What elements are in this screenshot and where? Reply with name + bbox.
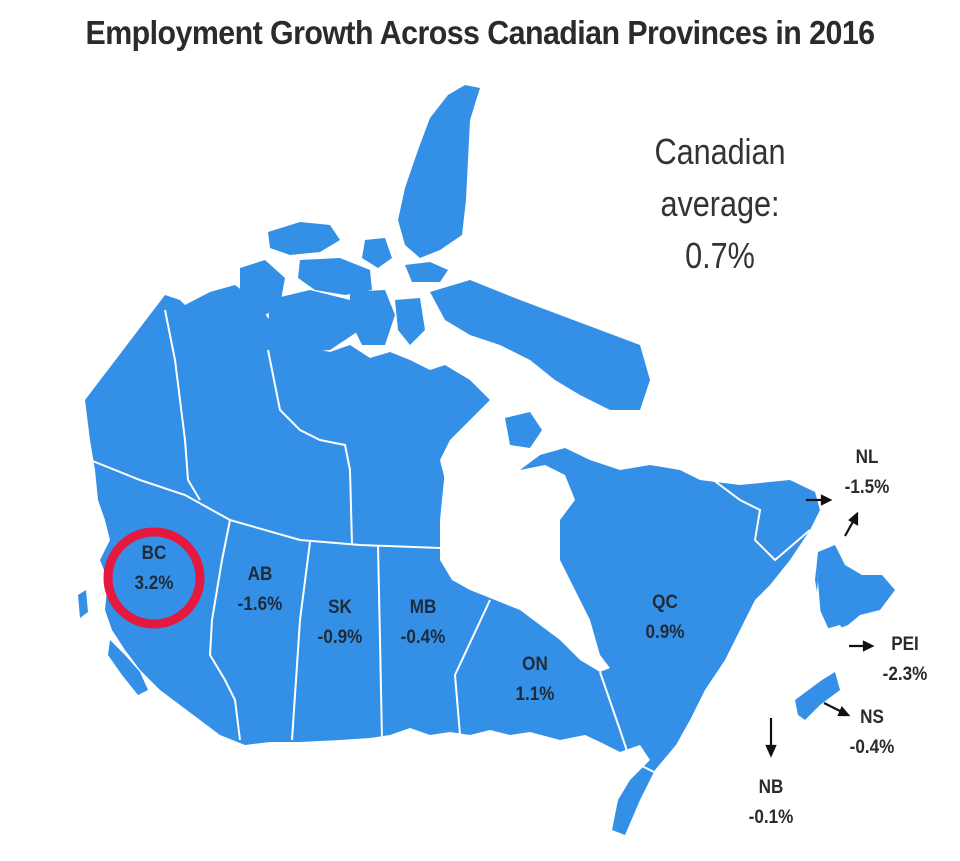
border-yukon-nwt: [164, 309, 201, 501]
arctic-islands-west: [268, 222, 340, 255]
arctic-island-small2: [405, 262, 448, 282]
vancouver-island: [108, 640, 148, 695]
average-value: 0.7%: [685, 235, 755, 276]
average-label-line1: Canadian: [654, 131, 786, 172]
province-label-pei: PEI -2.3%: [874, 630, 937, 690]
bc-highlight-ring: [103, 527, 205, 629]
province-label-mb: MB -0.4%: [392, 593, 455, 653]
province-label-nb: NB -0.1%: [740, 773, 803, 833]
nl-arrow-right-icon: [806, 494, 833, 506]
province-value: 3.2%: [134, 573, 174, 594]
province-value: -1.5%: [844, 477, 890, 498]
border-60th-parallel: [229, 519, 441, 549]
province-value: -1.6%: [237, 594, 283, 615]
province-code: BC: [141, 543, 167, 564]
southampton-island: [505, 412, 542, 448]
border-nwt-nunavut: [267, 349, 353, 546]
province-label-bc: BC 3.2%: [127, 539, 181, 599]
province-value: -0.4%: [400, 627, 446, 648]
province-label-qc: QC 0.9%: [634, 588, 697, 648]
border-yukon-bc: [89, 459, 231, 521]
average-label-line2: average:: [660, 183, 780, 224]
province-code: NB: [758, 777, 784, 798]
ns-arrow-icon: [823, 702, 851, 717]
province-value: 1.1%: [515, 684, 555, 705]
baffin-island: [430, 280, 650, 410]
province-code: SK: [328, 597, 352, 618]
chart-title: Employment Growth Across Canadian Provin…: [85, 14, 875, 51]
province-code: QC: [652, 592, 678, 613]
province-label-nl: NL -1.5%: [836, 443, 899, 503]
province-code: NS: [860, 707, 884, 728]
arctic-island-small1: [362, 238, 392, 268]
province-label-ab: AB -1.6%: [229, 560, 292, 620]
province-value: 0.9%: [645, 622, 685, 643]
nova-scotia: [795, 672, 840, 720]
province-value: -0.1%: [748, 807, 794, 828]
province-value: -2.3%: [882, 664, 928, 685]
province-label-ns: NS -0.4%: [841, 703, 904, 763]
border-qc-labrador: [699, 469, 811, 562]
province-code: MB: [409, 597, 437, 618]
nb-arrow-icon: [765, 718, 777, 758]
province-label-on: ON 1.1%: [504, 650, 567, 710]
nl-arrow-up-icon: [844, 511, 859, 537]
province-code: NL: [855, 447, 879, 468]
border-on-qc: [599, 671, 691, 777]
hudson-bay: [440, 465, 610, 672]
somerset-island: [395, 298, 425, 345]
arctic-islands-east: [350, 290, 395, 345]
province-value: -0.9%: [317, 627, 363, 648]
border-ab-sk: [291, 541, 311, 741]
newfoundland: [815, 545, 895, 632]
pei-arrow-icon: [849, 640, 875, 652]
province-code: AB: [247, 564, 273, 585]
province-value: -0.4%: [849, 737, 895, 758]
canadian-average-annotation: Canadian average: 0.7%: [635, 126, 805, 282]
gulf-st-lawrence: [690, 545, 850, 780]
province-label-sk: SK -0.9%: [309, 593, 372, 653]
ellesmere-island: [398, 85, 480, 258]
haida-gwaii: [78, 590, 88, 618]
border-mb-on: [453, 599, 491, 736]
border-bc-ab: [208, 519, 241, 741]
arctic-islands-mid: [298, 258, 372, 295]
border-sk-mb: [377, 545, 383, 741]
province-code: ON: [522, 654, 548, 675]
province-code: PEI: [891, 634, 919, 655]
